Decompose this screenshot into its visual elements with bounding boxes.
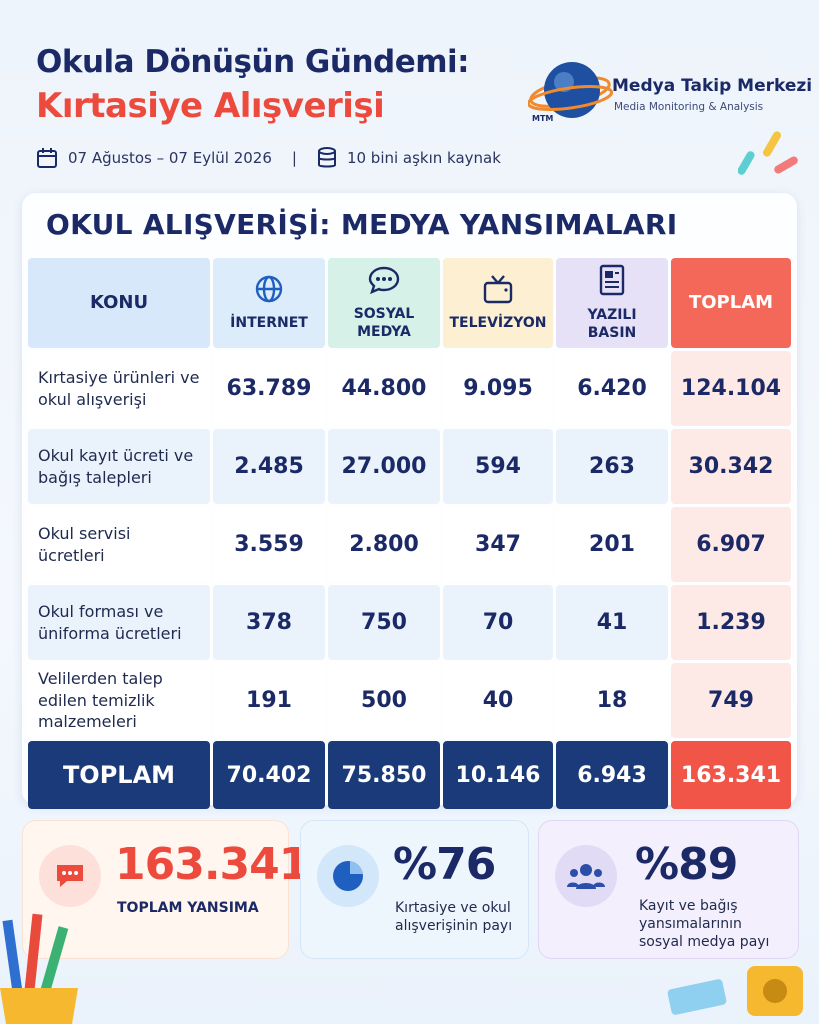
eraser-sharpener-decor bbox=[667, 966, 803, 1016]
column-icon bbox=[254, 274, 284, 310]
value-cell: 6.420 bbox=[556, 351, 668, 426]
value-cell: 201 bbox=[556, 507, 668, 582]
column-label: SOSYAL MEDYA bbox=[353, 306, 415, 340]
total-cell: 1.239 bbox=[671, 585, 791, 660]
stat-value: %89 bbox=[635, 839, 738, 890]
meta-line: 07 Ağustos – 07 Eylül 2026 | 10 bini aşk… bbox=[36, 147, 501, 169]
stat-card: 163.341 TOPLAM YANSIMA bbox=[22, 820, 309, 959]
column-header: İNTERNET bbox=[213, 258, 325, 348]
column-header: SOSYAL MEDYA bbox=[328, 258, 440, 348]
stat-card: %76 Kırtasiye ve okul alışverişinin payı bbox=[300, 820, 529, 959]
date-range: 07 Ağustos – 07 Eylül 2026 bbox=[68, 149, 272, 167]
logo-name: Medya Takip Merkezi bbox=[612, 76, 813, 96]
value-cell: 500 bbox=[328, 663, 440, 738]
value-cell: 44.800 bbox=[328, 351, 440, 426]
value-cell: 594 bbox=[443, 429, 553, 504]
value-cell: 378 bbox=[213, 585, 325, 660]
decor-marks bbox=[738, 131, 798, 175]
value-cell: 41 bbox=[556, 585, 668, 660]
column-header: TELEVİZYON bbox=[443, 258, 553, 348]
column-icon bbox=[367, 265, 401, 301]
logo-tagline: Media Monitoring & Analysis bbox=[614, 101, 764, 113]
stat-value: 163.341 bbox=[115, 839, 309, 890]
stat-value: %76 bbox=[393, 839, 496, 890]
column-header: TOPLAM bbox=[671, 258, 791, 348]
value-cell: 9.095 bbox=[443, 351, 553, 426]
logo: MTM bbox=[528, 62, 614, 123]
total-cell: 124.104 bbox=[671, 351, 791, 426]
chat-icon bbox=[39, 845, 101, 907]
value-cell: 347 bbox=[443, 507, 553, 582]
pie-icon bbox=[317, 845, 379, 907]
stat-label: TOPLAM YANSIMA bbox=[117, 900, 259, 916]
column-label: TOPLAM bbox=[688, 291, 774, 313]
total-cell: 749 bbox=[671, 663, 791, 738]
column-header: YAZILI BASIN bbox=[556, 258, 668, 348]
value-cell: 70 bbox=[443, 585, 553, 660]
people-icon bbox=[555, 845, 617, 907]
total-cell: 6.907 bbox=[671, 507, 791, 582]
topic-cell: Okul servisi ücretleri bbox=[28, 507, 210, 582]
table-title: OKUL ALIŞVERİŞİ: MEDYA YANSIMALARI bbox=[46, 208, 678, 241]
total-value: 6.943 bbox=[556, 741, 668, 809]
data-table: KONU İNTERNET SOSYAL MEDYA TELEVİZYON YAZILI… bbox=[28, 258, 791, 809]
value-cell: 18 bbox=[556, 663, 668, 738]
column-icon bbox=[482, 274, 514, 310]
stat-card: %89 Kayıt ve bağış yansımalarının sosyal… bbox=[538, 820, 799, 959]
value-cell: 3.559 bbox=[213, 507, 325, 582]
sources: 10 bini aşkın kaynak bbox=[346, 149, 501, 167]
column-icon bbox=[597, 264, 627, 302]
value-cell: 191 bbox=[213, 663, 325, 738]
pencils-decor bbox=[0, 913, 78, 1024]
value-cell: 63.789 bbox=[213, 351, 325, 426]
title-line-2: Kırtasiye Alışverişi bbox=[36, 86, 385, 126]
column-label: TELEVİZYON bbox=[449, 315, 547, 331]
topic-cell: Kırtasiye ürünleri ve okul alışverişi bbox=[28, 351, 210, 426]
column-header: KONU bbox=[28, 258, 210, 348]
topic-cell: Okul kayıt ücreti ve bağış talepleri bbox=[28, 429, 210, 504]
value-cell: 263 bbox=[556, 429, 668, 504]
total-value: 70.402 bbox=[213, 741, 325, 809]
total-value: 10.146 bbox=[443, 741, 553, 809]
column-label: KONU bbox=[89, 291, 149, 313]
topic-cell: Okul forması ve üniforma ücretleri bbox=[28, 585, 210, 660]
total-value: 75.850 bbox=[328, 741, 440, 809]
calendar-icon bbox=[37, 148, 57, 168]
value-cell: 2.485 bbox=[213, 429, 325, 504]
total-value: 163.341 bbox=[671, 741, 791, 809]
value-cell: 40 bbox=[443, 663, 553, 738]
topic-cell: Velilerden talep edilen temizlik malzeme… bbox=[28, 663, 210, 738]
column-label: İNTERNET bbox=[230, 315, 308, 331]
total-cell: 30.342 bbox=[671, 429, 791, 504]
logo-mark: MTM bbox=[532, 114, 553, 123]
value-cell: 750 bbox=[328, 585, 440, 660]
separator: | bbox=[291, 149, 297, 167]
value-cell: 27.000 bbox=[328, 429, 440, 504]
value-cell: 2.800 bbox=[328, 507, 440, 582]
stat-label: Kayıt ve bağış yansımalarının sosyal med… bbox=[639, 898, 770, 951]
total-label: TOPLAM bbox=[28, 741, 210, 809]
title-line-1: Okula Dönüşün Gündemi: bbox=[36, 44, 470, 80]
stat-label: Kırtasiye ve okul alışverişinin payı bbox=[395, 900, 513, 935]
database-icon bbox=[317, 147, 336, 168]
column-label: YAZILI BASIN bbox=[587, 307, 637, 341]
